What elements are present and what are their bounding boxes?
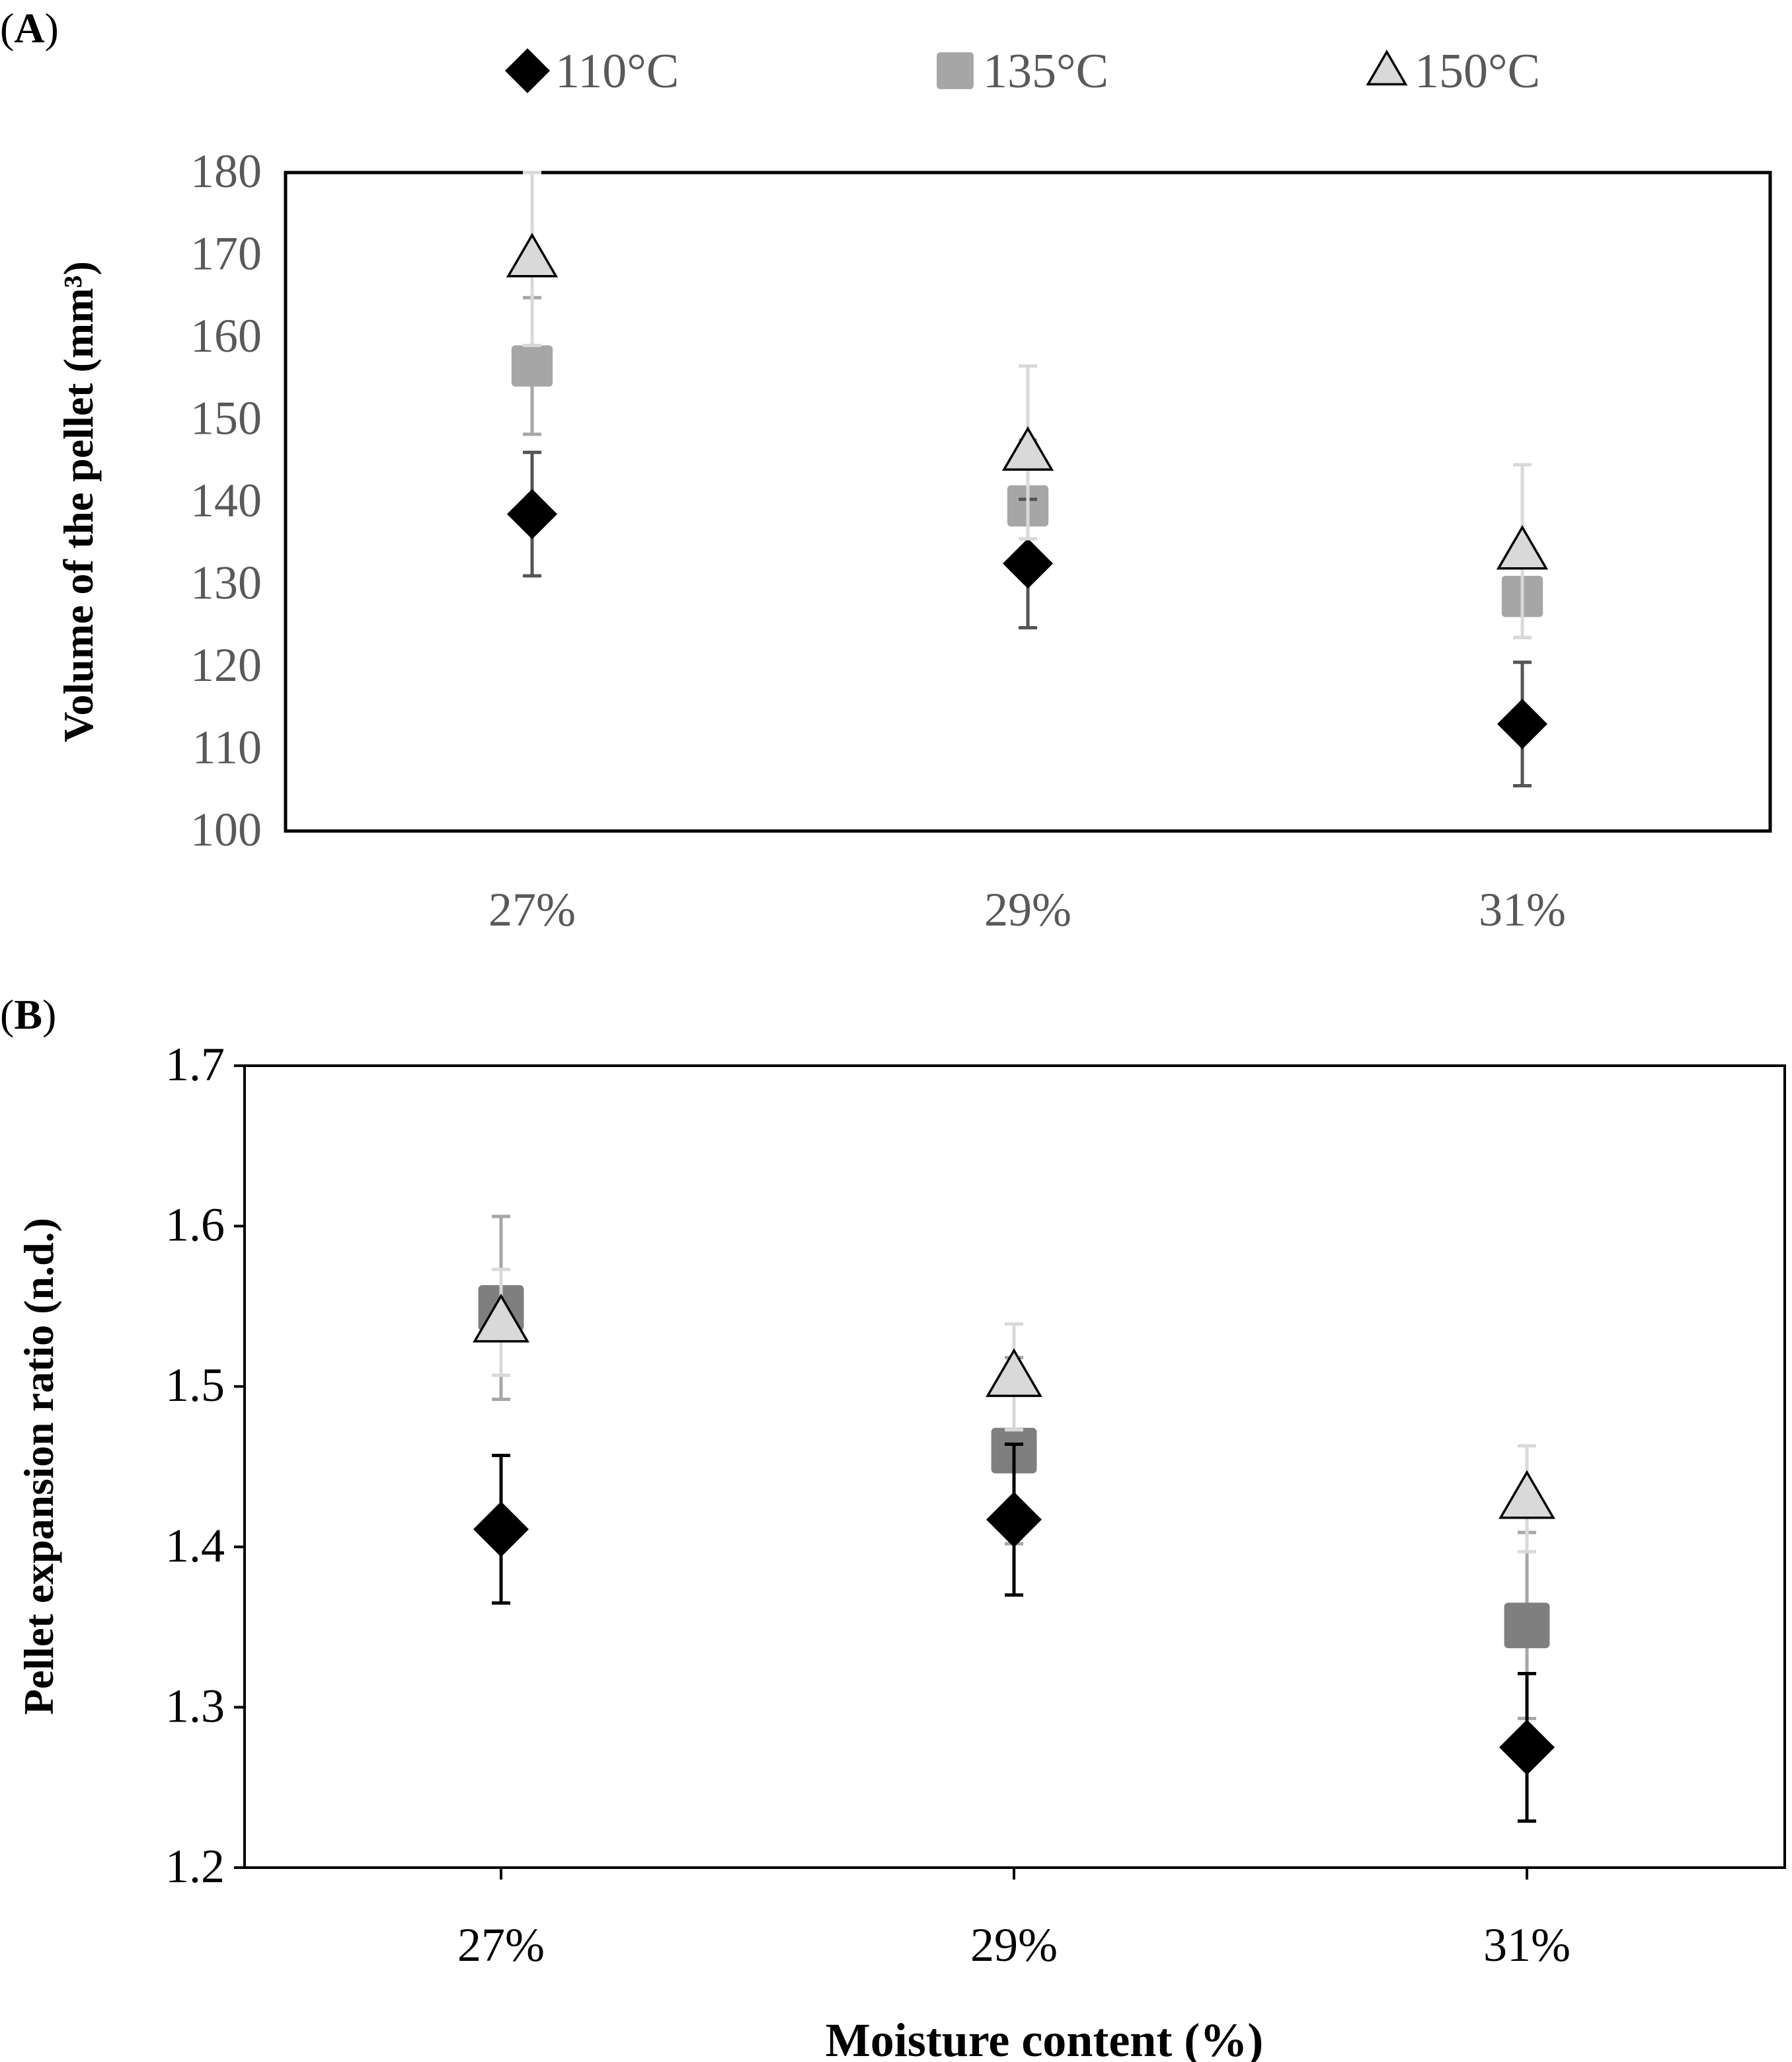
y-tick-label: 1.5 <box>165 1359 225 1411</box>
data-point-triangle <box>1001 426 1054 471</box>
y-tick-label: 160 <box>190 309 262 362</box>
y-tick-label: 1.2 <box>165 1840 225 1893</box>
y-tick-label: 1.6 <box>165 1199 225 1251</box>
x-tick-label: 27% <box>488 883 576 936</box>
legend-label: 150°C <box>1415 44 1540 99</box>
panel-a-label: (A) <box>0 5 59 52</box>
y-tick-label: 1.7 <box>165 1038 225 1091</box>
legend-label: 135°C <box>983 44 1109 99</box>
data-point-square <box>1504 1603 1550 1649</box>
y-ticks-a: 100 110 120 130 140 150 160 170 180 <box>190 145 262 856</box>
legend-marker-square <box>937 52 974 89</box>
data-point-triangle <box>1496 525 1549 570</box>
data-point-diamond <box>507 489 557 539</box>
x-ticks-b: 27% 29% 31% <box>457 1868 1571 1971</box>
x-tick-label: 31% <box>1483 1919 1571 1971</box>
panel-b-label-open: ( <box>0 991 14 1038</box>
data-point-diamond <box>1497 699 1547 750</box>
y-tick-label: 1.4 <box>165 1519 225 1572</box>
data-point-diamond <box>1003 538 1053 589</box>
y-ticks-b: 1.2 1.3 1.4 1.5 1.6 1.7 <box>165 1038 245 1893</box>
x-tick-label: 29% <box>984 883 1071 936</box>
x-ticks-a: 27% 29% 31% <box>488 883 1566 936</box>
y-tick-label: 180 <box>190 145 262 198</box>
x-tick-label: 31% <box>1479 883 1566 936</box>
marks-b <box>473 1214 1555 1823</box>
legend-marker-diamond <box>505 48 550 93</box>
y-tick-label: 130 <box>190 557 262 610</box>
data-point-diamond <box>986 1491 1042 1548</box>
data-point-diamond <box>1499 1720 1555 1776</box>
y-tick-label: 140 <box>190 474 262 527</box>
y-tick-label: 100 <box>190 803 262 856</box>
y-axis-label-a: Volume of the pellet (mm³) <box>55 261 102 742</box>
y-tick-label: 110 <box>192 721 262 774</box>
panel-b-label: (B) <box>0 991 56 1038</box>
data-point-triangle <box>1499 1470 1555 1519</box>
data-point-diamond <box>473 1501 529 1558</box>
panel-b-label-close: ) <box>42 991 56 1038</box>
data-point-square <box>511 345 553 387</box>
data-point-triangle <box>986 1348 1042 1398</box>
data-point-triangle <box>506 233 559 278</box>
legend-marker-triangle <box>1366 50 1408 86</box>
panel-b: (B) 1.2 1.3 1.4 1.5 1.6 1.7 27% 29% 31% Pellet … <box>0 991 1786 2062</box>
panel-a-label-letter: A <box>14 5 44 52</box>
legend-item: 150°C <box>1366 44 1540 99</box>
panel-a-label-close: ) <box>45 5 59 52</box>
data-point-triangle <box>473 1293 529 1343</box>
legend: 110°C 135°C 150°C <box>505 44 1540 99</box>
legend-item: 135°C <box>937 44 1109 99</box>
y-tick-label: 1.3 <box>165 1679 225 1732</box>
y-tick-label: 170 <box>190 227 262 280</box>
x-tick-label: 29% <box>970 1919 1058 1971</box>
legend-label: 110°C <box>555 44 679 99</box>
panel-b-label-letter: B <box>14 991 42 1038</box>
panel-a: (A) 110°C 135°C 150°C 100 110 120 130 140 150 16… <box>0 5 1772 936</box>
legend-item: 110°C <box>505 44 679 99</box>
marks-a <box>506 171 1549 788</box>
y-tick-label: 120 <box>190 639 262 692</box>
x-axis-label-b: Moisture content (%) <box>826 2014 1264 2062</box>
y-tick-label: 150 <box>190 392 262 445</box>
x-tick-label: 27% <box>457 1919 545 1971</box>
y-axis-label-b: Pellet expansion ratio (n.d.) <box>15 1218 62 1715</box>
plot-area-a <box>284 171 1772 833</box>
panel-a-label-open: ( <box>0 5 14 52</box>
